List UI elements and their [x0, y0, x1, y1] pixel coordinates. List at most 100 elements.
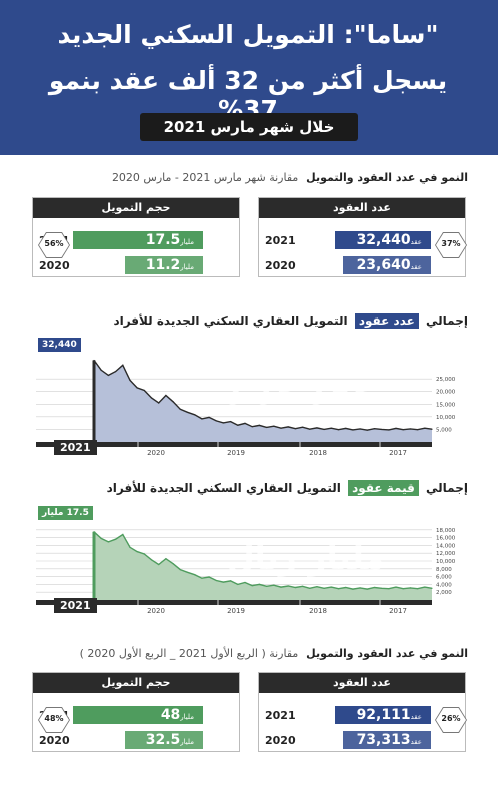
- chart2-point: [309, 587, 311, 589]
- chart1-point: [186, 411, 189, 413]
- chart1-x-tick-label: 2017: [389, 449, 407, 457]
- chart2-point: [417, 588, 419, 590]
- chart1-point: [208, 416, 210, 418]
- chart2-point: [294, 586, 296, 589]
- chart2-point: [251, 584, 253, 587]
- chart1-series-line: [93, 359, 433, 431]
- chart1-x-tick-label: 2020: [147, 449, 165, 457]
- chart2-watermark: مليار ريال: [227, 538, 385, 577]
- section2-financing-bar-2020: مليار32.5: [125, 731, 203, 749]
- chart1-point: [158, 402, 160, 404]
- chart1-point: [114, 371, 117, 373]
- chart2-point: [172, 563, 174, 565]
- chart2-point: [143, 553, 145, 555]
- chart2-point: [280, 586, 282, 588]
- chart1-y-tick-label: 25,000: [436, 377, 456, 383]
- chart1-watermark: عقد جديد: [227, 373, 374, 412]
- chart2-point: [122, 533, 124, 536]
- chart2-point: [409, 587, 412, 589]
- chart2-point: [208, 576, 210, 578]
- section1-contracts-bar-2021: عقد32,440: [335, 231, 431, 249]
- section2-contracts-unit-2020: عقد: [410, 738, 422, 746]
- chart2-point: [373, 586, 376, 589]
- chart2-point: [201, 577, 203, 579]
- chart1-x-axis: [36, 442, 432, 447]
- chart1-point: [366, 429, 368, 431]
- chart1-point: [107, 374, 109, 376]
- chart1-area: [94, 360, 432, 442]
- chart1-point: [373, 428, 376, 430]
- section2-note: مقارنة ( الربع الأول 2021 _ الربع الأول …: [79, 647, 299, 660]
- chart1-point: [330, 427, 332, 429]
- section1-financing-unit-2021: مليار: [180, 238, 194, 246]
- chart2-point: [323, 587, 325, 589]
- chart1-point: [280, 427, 282, 429]
- chart1-latest-bar: [92, 360, 96, 442]
- chart2-y-tick-label: 12,000: [436, 551, 456, 557]
- chart1-point: [136, 387, 138, 389]
- section2-financing-unit-2021: مليار: [180, 713, 194, 721]
- section2-contracts-unit-2021: عقد: [410, 713, 422, 721]
- chart1-latest-year: 2021: [54, 440, 97, 455]
- chart2-point: [114, 538, 117, 540]
- section1-financing-bar-2021: مليار17.5: [73, 231, 203, 249]
- section2-financing-value-2021: 48: [160, 707, 181, 723]
- header-banner: "ساما": التمويل السكني الجديد يسجل أكثر …: [0, 0, 498, 155]
- chart1-point: [381, 428, 383, 431]
- chart1-point: [150, 397, 153, 399]
- chart2-x-tick-label: 2020: [147, 607, 165, 615]
- section1-contracts-value-2020: 23,640: [356, 257, 411, 273]
- chart1-title-post: التمويل العقاري السكني الجديدة للأفراد: [113, 314, 348, 328]
- chart2-point: [244, 581, 246, 584]
- chart1-point: [122, 364, 124, 366]
- chart2-point: [352, 588, 354, 590]
- section2-contracts-year-2021: 2021: [265, 709, 296, 722]
- section2-contracts-bar-2020: عقد73,313: [343, 731, 431, 749]
- chart2-latest-value: 17.5 مليار: [38, 506, 93, 520]
- section2-contracts-growth: 26%: [436, 708, 466, 732]
- chart2-point: [337, 588, 340, 590]
- section2-financing-box: حجم التمويل 2021 مليار48 2020 مليار32.5 …: [32, 672, 240, 752]
- chart2-point: [366, 588, 368, 590]
- chart1-point: [230, 421, 232, 423]
- section1-financing-year-2020: 2020: [39, 259, 70, 272]
- chart2-point: [265, 585, 268, 587]
- chart1-title-pre: إجمالي: [426, 314, 468, 328]
- chart2-y-tick-label: 14,000: [436, 543, 456, 549]
- section1-financing-growth: 56%: [39, 233, 69, 257]
- section1-contracts-unit-2020: عقد: [410, 263, 422, 271]
- chart1-point: [194, 414, 196, 416]
- section2-contracts-value-2020: 73,313: [356, 732, 411, 748]
- chart1-point: [388, 429, 390, 431]
- chart2-title-pre: إجمالي: [426, 481, 468, 495]
- chart2: 18,000 16,000 14,000 12,000 10,000 8,000 6,000…: [32, 506, 472, 618]
- section2-financing-unit-2020: مليار: [180, 738, 194, 746]
- chart1-point: [409, 428, 412, 430]
- section1-note: مقارنة شهر مارس 2021 - مارس 2020: [111, 171, 299, 184]
- section2-contracts-value-2021: 92,111: [356, 707, 411, 723]
- chart1-y-tick-label: 20,000: [436, 390, 456, 396]
- chart1-point: [258, 424, 261, 427]
- chart1-y-tick-label: 10,000: [436, 415, 456, 421]
- chart2-point: [179, 568, 181, 571]
- chart2-y-tick-label: 4,000: [436, 582, 452, 588]
- chart1-point: [273, 425, 275, 427]
- chart2-point: [330, 586, 332, 588]
- chart1-point: [165, 394, 167, 397]
- chart2-title: إجمالي قيمة عقود التمويل العقاري السكني …: [107, 480, 468, 496]
- chart1-point: [352, 429, 354, 431]
- chart1-point: [237, 424, 239, 426]
- section2-financing-bar-2021: مليار48: [73, 706, 203, 724]
- section2-contracts-bar-2021: عقد92,111: [335, 706, 431, 724]
- chart1-point: [417, 429, 419, 431]
- section2-contracts-growth-badge: 26%: [435, 707, 467, 733]
- chart2-point: [100, 537, 102, 539]
- chart2-point: [237, 583, 239, 585]
- section2-financing-growth: 48%: [39, 708, 69, 732]
- section1-financing-value-2021: 17.5: [145, 232, 181, 248]
- chart2-point: [424, 586, 426, 588]
- chart2-point: [345, 586, 347, 589]
- chart1-point: [251, 426, 253, 428]
- chart2-point: [287, 585, 289, 587]
- chart1-point: [100, 369, 102, 371]
